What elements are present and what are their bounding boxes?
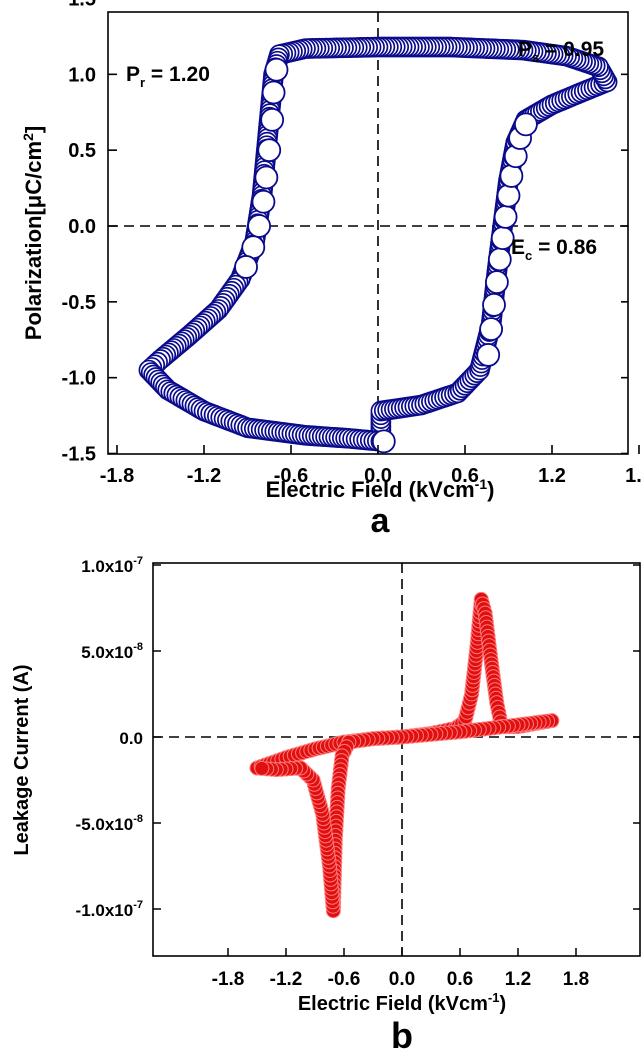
x-axis-label-a: Electric Field (kVcm-1): [266, 476, 495, 502]
y-axis-label-b: Leakage Current (A): [11, 664, 33, 855]
loop-large-marker: [264, 57, 289, 82]
x-tick-label-b: -0.6: [328, 969, 361, 990]
x-tick-label-a: -0.6: [274, 465, 308, 487]
y-tick-label-a: 0.5: [68, 140, 96, 162]
y-tick-label-a: -0.5: [62, 292, 96, 314]
loop-large-marker: [261, 80, 286, 105]
plot-frame-b: [152, 562, 641, 957]
loop-large-marker: [247, 214, 272, 238]
x-tick-label-b: 0.6: [447, 969, 473, 990]
plot-frame-a: [107, 11, 629, 455]
loop-large-marker: [484, 270, 509, 295]
annotations-a: Pr = 1.20 Ps = 0.95 Ec = 0.86: [126, 38, 604, 263]
loop-large-marker: [479, 317, 504, 342]
x-tick-label-b: 1.8: [563, 969, 589, 990]
y-tick-label-a: 1.5: [68, 0, 96, 11]
panel-label-b: b: [391, 1015, 413, 1054]
loop-large-marker: [234, 255, 258, 279]
loop-large-marker: [257, 138, 282, 163]
x-tick-label-a: -1.2: [187, 465, 221, 487]
loop-large-marker: [493, 204, 518, 229]
panel-label-a: a: [371, 502, 391, 540]
y-tick-label-a: 1.0: [68, 64, 96, 86]
y-tick-label-b: -5.0x10-8: [76, 813, 143, 834]
y-tick-label-a: -1.5: [62, 444, 96, 466]
loop-large-marker: [371, 429, 396, 454]
annotation-ps: Ps = 0.95: [518, 38, 604, 65]
loop-large-marker: [487, 247, 512, 272]
chart-a: -1.8 -1.2 -0.6 0.0 0.6 1.2 1.8 -1.5 -1.0 -0.5 0.0…: [20, 0, 642, 540]
hysteresis-large-markers: [234, 57, 538, 454]
x-tick-label-a: -1.8: [100, 465, 134, 487]
x-tick-label-b: -1.2: [270, 969, 303, 990]
x-axis-label-b: Electric Field (kVcm-1): [298, 990, 506, 1015]
y-ticks-a: -1.5 -1.0 -0.5 0.0 0.5 1.0 1.5: [62, 0, 628, 466]
loop-large-marker: [254, 165, 279, 190]
annotation-ec: Ec = 0.86: [511, 236, 597, 263]
loop-large-marker: [260, 107, 285, 132]
y-tick-label-b: -1.0x10-7: [76, 899, 143, 920]
x-ticks-a: -1.8 -1.2 -0.6 0.0 0.6 1.2 1.8: [100, 445, 642, 487]
y-tick-label-b: 0.0: [119, 729, 143, 748]
loop-large-marker: [482, 292, 506, 317]
y-tick-label-b: 1.0x10-7: [81, 555, 143, 576]
x-tick-label-a: 1.2: [538, 465, 566, 487]
y-tick-label-a: 0.0: [68, 216, 96, 238]
loop-large-marker: [496, 183, 521, 208]
x-tick-label-b: 0.0: [389, 969, 415, 990]
y-tick-label-b: 5.0x10-8: [81, 641, 143, 662]
y-tick-label-a: -1.0: [62, 368, 96, 390]
x-tick-label-b: -1.8: [212, 969, 245, 990]
loop-large-marker: [499, 164, 524, 188]
loop-large-marker: [476, 343, 501, 367]
annotation-pr: Pr = 1.20: [126, 63, 210, 90]
x-tick-label-a: 1.8: [625, 465, 642, 487]
leakage-marker: [254, 760, 270, 776]
y-ticks-b: 1.0x10-7 5.0x10-8 0.0 -5.0x10-8 -1.0x10-7: [76, 555, 640, 920]
y-axis-label-a: Polarization[μC/cm2]: [20, 126, 46, 340]
x-tick-label-a: 0.0: [364, 465, 392, 487]
leakage-curve: [249, 591, 560, 919]
loop-large-marker: [514, 112, 538, 137]
x-tick-label-a: 0.6: [451, 465, 479, 487]
chart-b: -1.8 -1.2 -0.6 0.0 0.6 1.2 1.8 1.0x10-7 5.0x10-…: [11, 555, 641, 1054]
x-ticks-b: -1.8 -1.2 -0.6 0.0 0.6 1.2 1.8: [212, 948, 589, 990]
loop-large-marker: [241, 235, 266, 260]
loop-large-marker: [251, 189, 276, 214]
x-tick-label-b: 1.2: [505, 969, 531, 990]
